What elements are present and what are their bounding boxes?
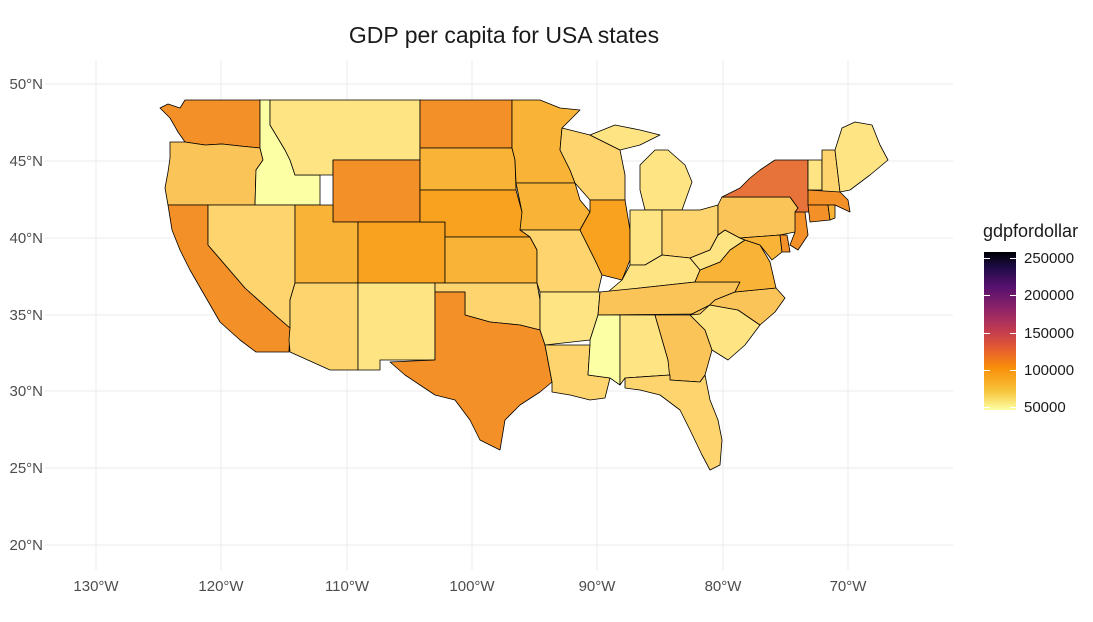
- lat-tick-label: 20°N: [9, 537, 43, 554]
- state-colorado: [357, 221, 446, 284]
- lon-tick-label: 70°W: [830, 578, 868, 595]
- state-maine: [834, 121, 889, 193]
- lon-tick-label: 90°W: [579, 578, 617, 595]
- lon-tick-label: 110°W: [325, 578, 370, 595]
- lat-tick-label: 45°N: [9, 153, 43, 170]
- lat-tick-label: 25°N: [9, 460, 43, 477]
- lon-tick-label: 80°W: [705, 578, 743, 595]
- state-north-carolina: [689, 287, 786, 326]
- legend-label: 100000: [1024, 362, 1075, 379]
- state-vermont: [807, 159, 823, 191]
- chart-title: GDP per capita for USA states: [348, 22, 660, 48]
- lat-tick-label: 35°N: [9, 307, 43, 324]
- legend-label: 200000: [1024, 287, 1075, 304]
- legend-title: gdpfordollar: [983, 221, 1079, 241]
- state-arizona: [288, 282, 359, 371]
- states: [159, 99, 889, 471]
- state-south-dakota: [419, 147, 517, 191]
- state-rhode-island: [827, 204, 836, 221]
- lon-tick-labels: 130°W 120°W 110°W 100°W 90°W 80°W 70°W: [73, 578, 867, 595]
- state-north-dakota: [419, 99, 513, 149]
- state-iowa: [515, 182, 591, 231]
- lat-tick-label: 40°N: [9, 230, 43, 247]
- lat-tick-label: 30°N: [9, 383, 43, 400]
- state-florida: [624, 374, 723, 471]
- state-michigan: [639, 149, 693, 211]
- state-washington: [159, 99, 261, 149]
- state-delaware: [779, 234, 791, 253]
- state-oregon: [164, 141, 264, 206]
- lon-tick-label: 100°W: [449, 578, 495, 595]
- state-kansas: [444, 236, 538, 284]
- state-connecticut: [807, 204, 831, 223]
- legend-label: 250000: [1024, 250, 1075, 267]
- legend-label: 150000: [1024, 325, 1075, 342]
- state-texas: [389, 291, 553, 451]
- state-illinois: [579, 199, 631, 281]
- lon-tick-label: 130°W: [73, 578, 119, 595]
- state-indiana: [629, 209, 663, 266]
- state-wyoming: [332, 159, 421, 223]
- lat-tick-label: 50°N: [9, 76, 43, 93]
- legend-label: 50000: [1024, 399, 1066, 416]
- lon-tick-label: 120°W: [198, 578, 244, 595]
- state-new-mexico: [357, 282, 436, 371]
- lat-tick-labels: 50°N 45°N 40°N 35°N 30°N 25°N 20°N: [9, 76, 43, 554]
- state-pennsylvania: [717, 196, 799, 239]
- state-michigan-up: [589, 124, 661, 151]
- legend-colorbar: [984, 252, 1016, 410]
